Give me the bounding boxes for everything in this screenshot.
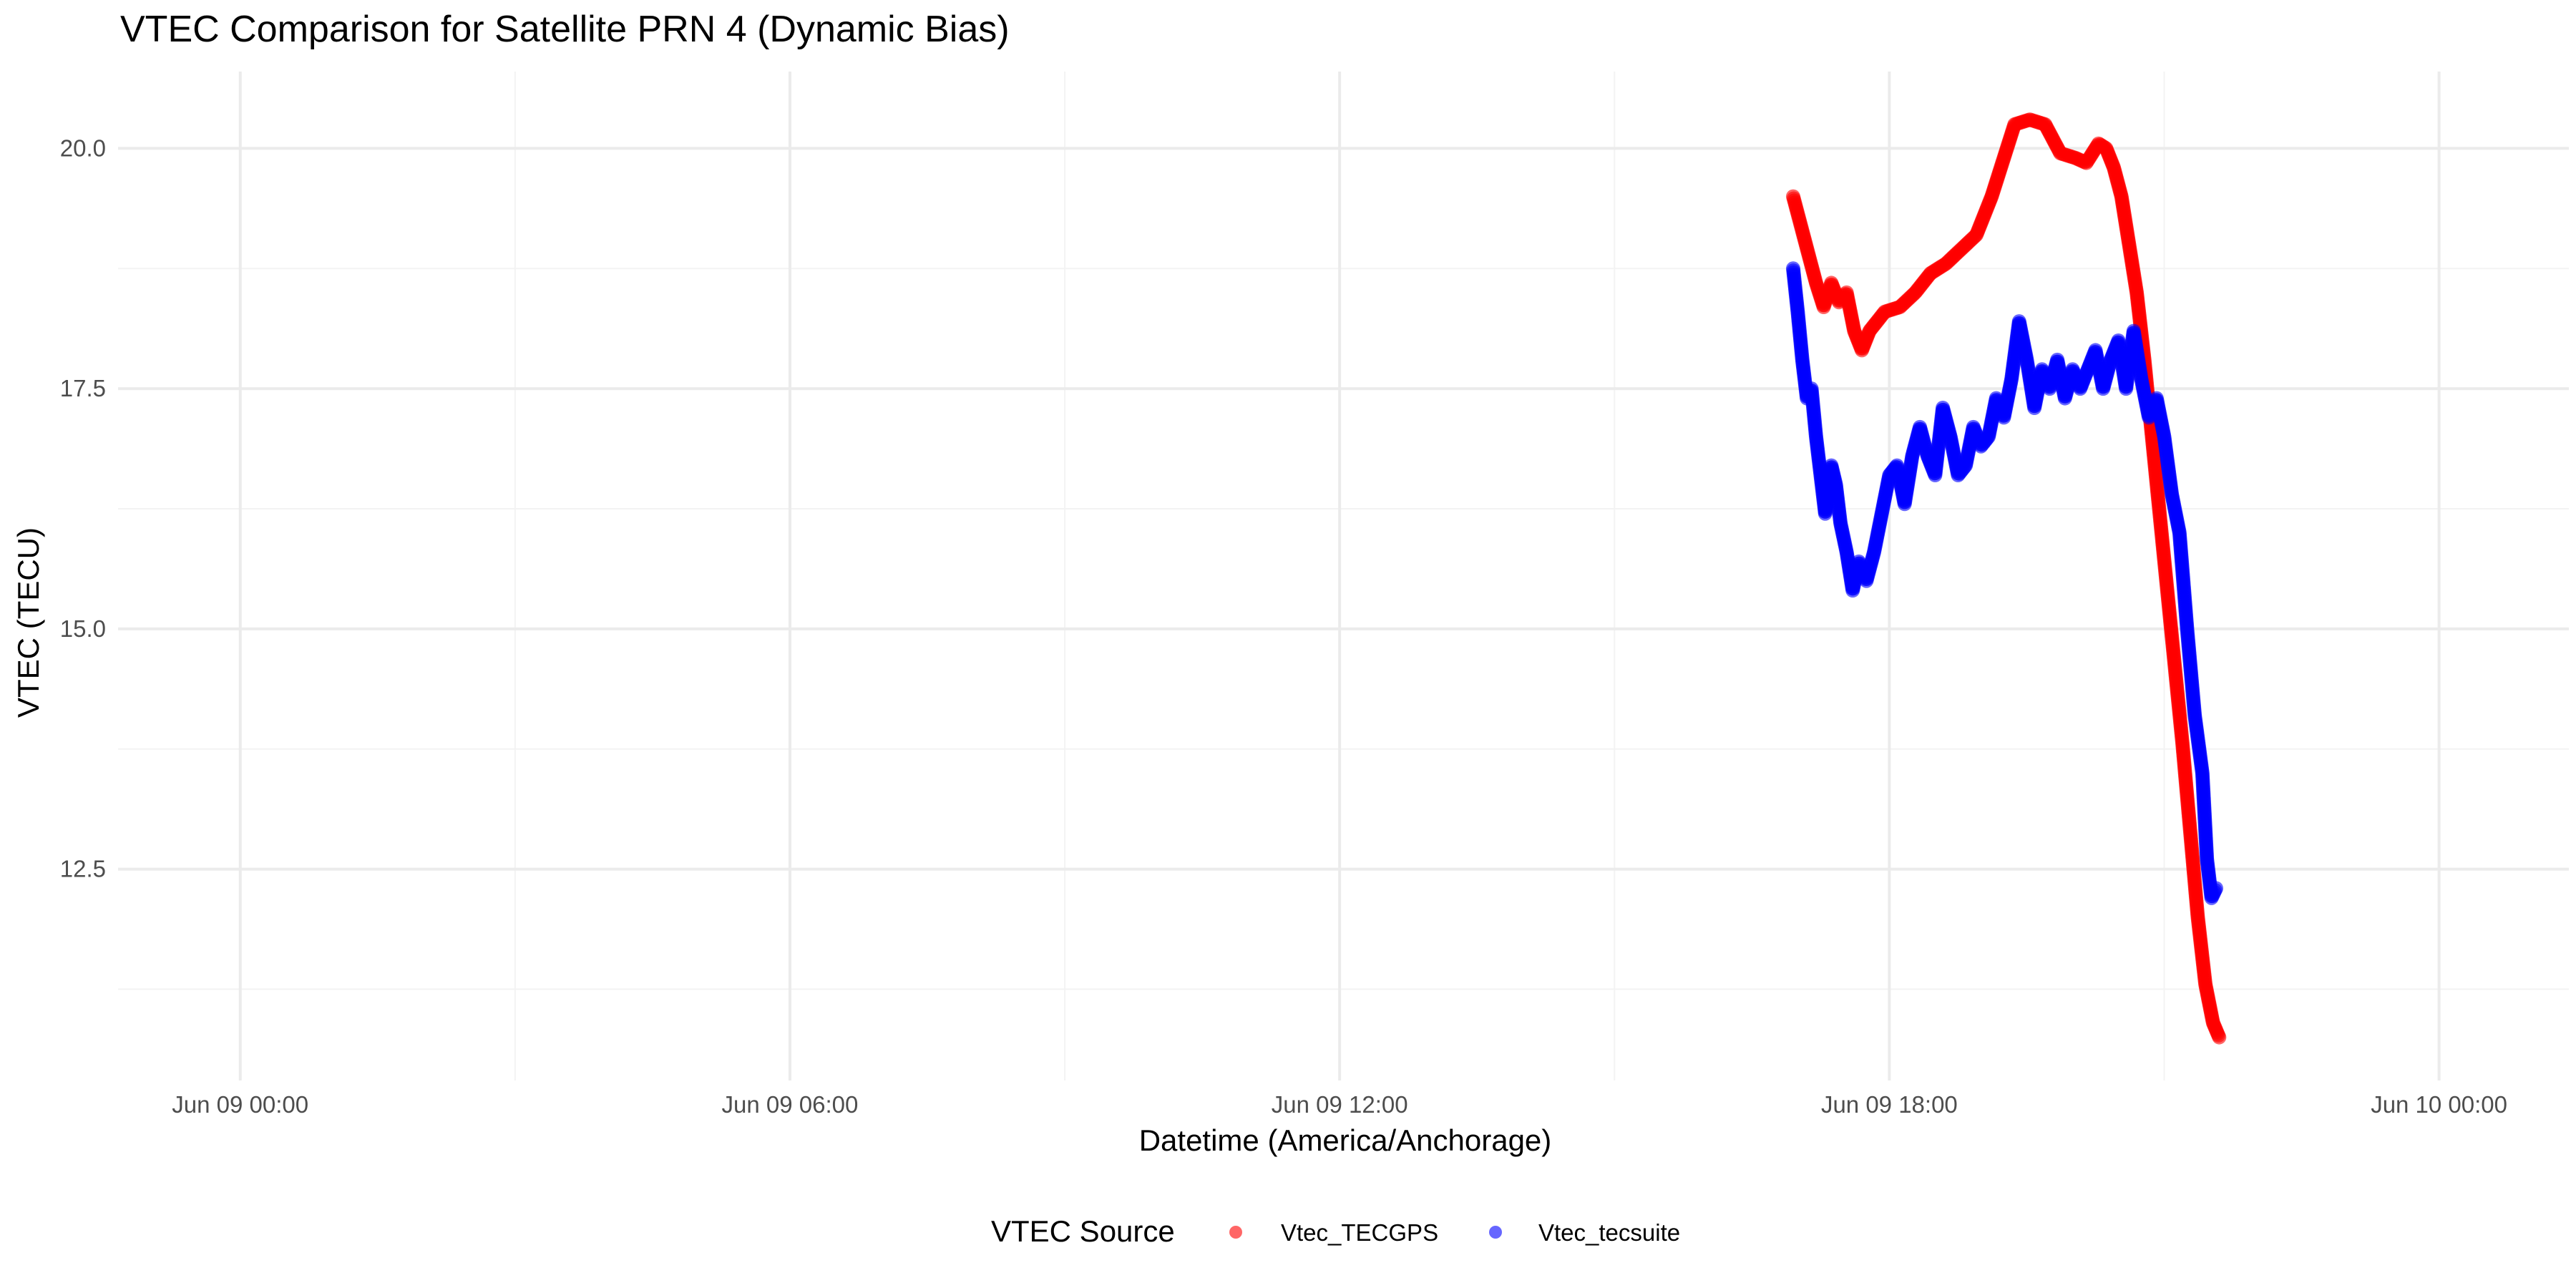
chart-title: VTEC Comparison for Satellite PRN 4 (Dyn… <box>120 9 1010 50</box>
legend-title: VTEC Source <box>991 1214 1175 1248</box>
legend: VTEC Source Vtec_TECGPS Vtec_tecsuite <box>991 1214 1680 1248</box>
y-axis-title: VTEC (TECU) <box>11 527 45 718</box>
legend-key-Vtec_TECGPS <box>1229 1226 1242 1239</box>
x-tick-label: Jun 09 00:00 <box>172 1091 308 1118</box>
x-axis-title: Datetime (America/Anchorage) <box>1139 1123 1552 1157</box>
legend-label-Vtec_TECGPS: Vtec_TECGPS <box>1281 1219 1438 1246</box>
y-tick-label: 15.0 <box>60 615 106 642</box>
legend-label-Vtec_tecsuite: Vtec_tecsuite <box>1538 1219 1680 1246</box>
y-tick-label: 12.5 <box>60 856 106 882</box>
legend-key-Vtec_tecsuite <box>1489 1226 1502 1239</box>
x-tick-label: Jun 09 18:00 <box>1821 1091 1958 1118</box>
x-tick-label: Jun 09 12:00 <box>1272 1091 1408 1118</box>
data-point <box>2212 1030 2227 1045</box>
y-tick-label: 17.5 <box>60 375 106 401</box>
y-tick-label: 20.0 <box>60 135 106 161</box>
x-tick-label: Jun 10 00:00 <box>2371 1091 2507 1118</box>
data-point <box>2209 881 2224 896</box>
grid <box>118 72 2569 1080</box>
series-Vtec_TECGPS <box>1785 112 2227 1045</box>
axis-ticks: Jun 09 00:00 Jun 09 06:00 Jun 09 12:00 Jun … <box>60 135 2507 1118</box>
x-tick-label: Jun 09 06:00 <box>722 1091 859 1118</box>
plot-series <box>1785 112 2227 1045</box>
series-Vtec_tecsuite <box>1785 261 2224 905</box>
